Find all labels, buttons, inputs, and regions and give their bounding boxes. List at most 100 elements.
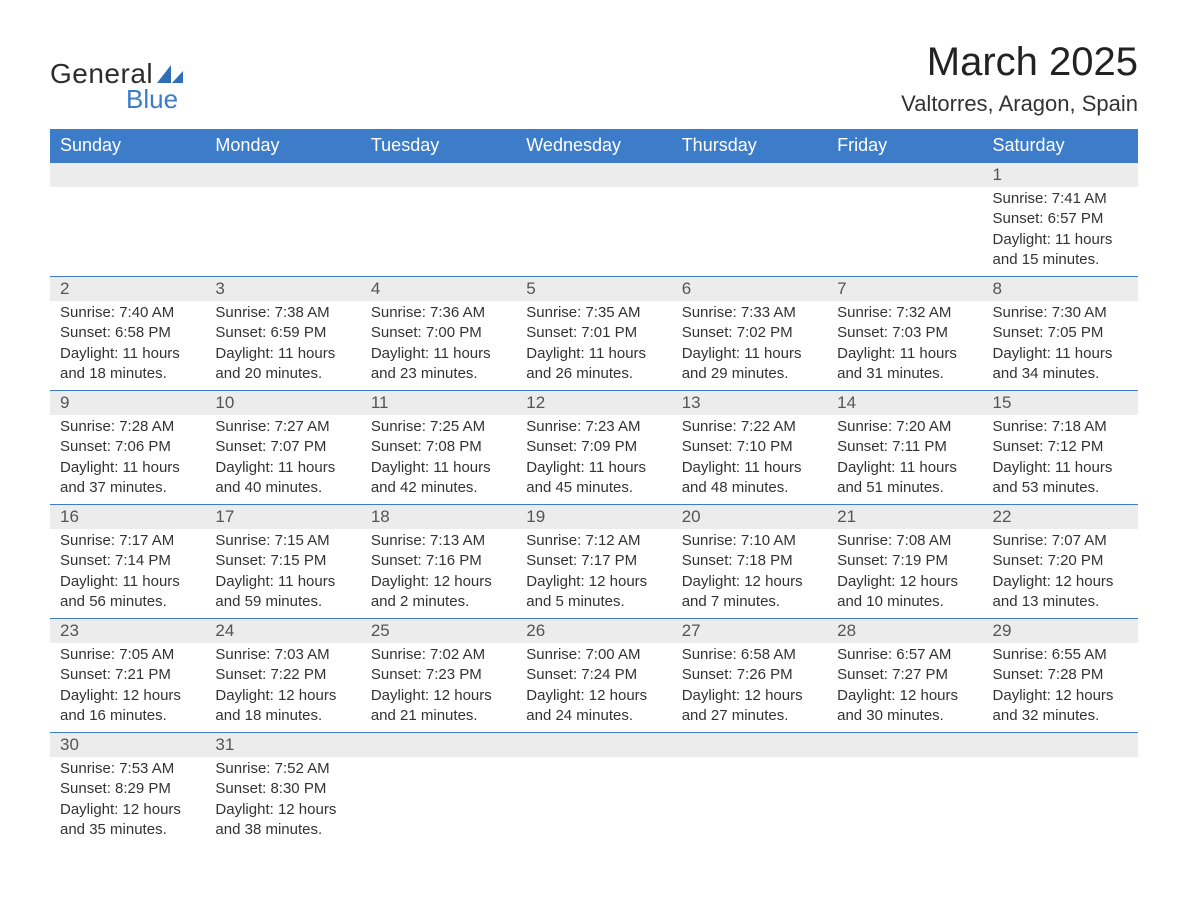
sunrise-line: Sunrise: 7:15 AM [215,532,329,549]
day-number: 9 [50,391,205,415]
sunset-line: Sunset: 7:11 PM [837,438,947,455]
daylight-line: Daylight: 11 hours and 15 minutes. [993,231,1113,268]
sunrise-line: Sunrise: 7:25 AM [371,418,485,435]
sunset-line: Sunset: 7:18 PM [682,552,793,569]
day-number: 22 [983,505,1138,529]
day-body-cell [827,187,982,277]
sunset-line: Sunset: 7:08 PM [371,438,482,455]
sunrise-line: Sunrise: 7:41 AM [993,190,1107,207]
day-body-cell: Sunrise: 7:08 AM Sunset: 7:19 PM Daylight:… [827,529,982,619]
day-number-cell: 17 [205,505,360,530]
day-body-cell: Sunrise: 7:03 AMSunset: 7:22 PMDaylight:… [205,643,360,733]
sunrise-line: Sunrise: 7:17 AM [60,532,174,549]
sunrise-line: Sunrise: 6:57 AM [837,646,951,663]
sunset-line: Sunset: 7:27 PM [837,666,948,683]
sunrise-line: Sunrise: 7:20 AM [837,418,951,435]
week-daynum-row: 23242526272829 [50,619,1138,644]
day-body: Sunrise: 7:03 AMSunset: 7:22 PMDaylight:… [205,643,360,732]
daylight-line: Daylight: 11 hours and 31 minutes. [837,345,957,382]
sunset-line: Sunset: 7:21 PM [60,666,171,683]
sunset-line: Sunset: 6:57 PM [993,210,1104,227]
day-body-cell [361,757,516,846]
day-body [205,187,360,215]
day-number: 28 [827,619,982,643]
daylight-line: Daylight: 11 hours and 34 minutes. [993,345,1113,382]
day-body: Sunrise: 7:30 AMSunset: 7:05 PMDaylight:… [983,301,1138,390]
sunrise-line: Sunrise: 7:02 AM [371,646,485,663]
daylight-line: Daylight: 11 hours and 59 minutes. [215,573,335,610]
day-number: 4 [361,277,516,301]
day-number-cell [983,733,1138,758]
day-number: 10 [205,391,360,415]
sunset-line: Sunset: 7:00 PM [371,324,482,341]
day-number-cell: 21 [827,505,982,530]
day-number-cell: 12 [516,391,671,416]
day-body-cell: Sunrise: 7:27 AMSunset: 7:07 PMDaylight:… [205,415,360,505]
day-body-cell: Sunrise: 7:18 AMSunset: 7:12 PMDaylight:… [983,415,1138,505]
daylight-line: Daylight: 12 hours and 21 minutes. [371,687,492,724]
sunrise-line: Sunrise: 7:27 AM [215,418,329,435]
daylight-line: Daylight: 12 hours and 32 minutes. [993,687,1114,724]
day-body: Sunrise: 7:18 AMSunset: 7:12 PMDaylight:… [983,415,1138,504]
daylight-line: Daylight: 11 hours and 51 minutes. [837,459,957,496]
day-number-cell: 3 [205,277,360,302]
day-number-cell [672,163,827,188]
daylight-line: Daylight: 11 hours and 29 minutes. [682,345,802,382]
sunrise-line: Sunrise: 7:33 AM [682,304,796,321]
day-number [361,733,516,737]
day-body: Sunrise: 7:33 AM Sunset: 7:02 PM Daylight:… [672,301,827,390]
day-number: 15 [983,391,1138,415]
sunrise-line: Sunrise: 7:40 AM [60,304,174,321]
day-body [827,187,982,215]
day-number-cell [516,733,671,758]
day-number-cell [827,733,982,758]
day-header: Wednesday [516,129,671,163]
sunset-line: Sunset: 7:19 PM [837,552,948,569]
day-body-cell [50,187,205,277]
sunset-line: Sunset: 7:02 PM [682,324,793,341]
day-number: 24 [205,619,360,643]
day-header-row: Sunday Monday Tuesday Wednesday Thursday… [50,129,1138,163]
day-body: Sunrise: 7:53 AMSunset: 8:29 PMDaylight:… [50,757,205,846]
day-body: Sunrise: 7:32 AMSunset: 7:03 PMDaylight:… [827,301,982,390]
day-number-cell: 15 [983,391,1138,416]
day-number-cell: 6 [672,277,827,302]
day-body-cell [205,187,360,277]
sunrise-line: Sunrise: 7:08 AM [837,532,951,549]
sunrise-line: Sunrise: 7:18 AM [993,418,1107,435]
week-body-row: Sunrise: 7:41 AM Sunset: 6:57 PM Daylight:… [50,187,1138,277]
sunrise-line: Sunrise: 6:58 AM [682,646,796,663]
sunset-line: Sunset: 8:29 PM [60,780,171,797]
day-number-cell: 28 [827,619,982,644]
day-header: Sunday [50,129,205,163]
day-number [983,733,1138,737]
sunset-line: Sunset: 7:22 PM [215,666,326,683]
day-number: 29 [983,619,1138,643]
sunrise-line: Sunrise: 7:03 AM [215,646,329,663]
day-number [672,163,827,167]
sunset-line: Sunset: 6:59 PM [215,324,326,341]
sunset-line: Sunset: 7:24 PM [526,666,637,683]
daylight-line: Daylight: 12 hours and 10 minutes. [837,573,958,610]
day-body [516,187,671,215]
sunrise-line: Sunrise: 7:12 AM [526,532,640,549]
day-body-cell: Sunrise: 7:00 AMSunset: 7:24 PMDaylight:… [516,643,671,733]
daylight-line: Daylight: 11 hours and 42 minutes. [371,459,491,496]
daylight-line: Daylight: 11 hours and 37 minutes. [60,459,180,496]
sunset-line: Sunset: 7:15 PM [215,552,326,569]
day-number: 6 [672,277,827,301]
week-daynum-row: 16171819202122 [50,505,1138,530]
day-number-cell: 14 [827,391,982,416]
day-number-cell: 29 [983,619,1138,644]
day-body: Sunrise: 7:20 AM Sunset: 7:11 PM Daylight:… [827,415,982,504]
day-number-cell: 23 [50,619,205,644]
day-body: Sunrise: 7:10 AMSunset: 7:18 PMDaylight:… [672,529,827,618]
sunset-line: Sunset: 7:09 PM [526,438,637,455]
sunset-line: Sunset: 7:12 PM [993,438,1104,455]
day-body: Sunrise: 6:58 AMSunset: 7:26 PMDaylight:… [672,643,827,732]
day-body: Sunrise: 7:05 AMSunset: 7:21 PMDaylight:… [50,643,205,732]
sunset-line: Sunset: 7:10 PM [682,438,793,455]
day-body-cell: Sunrise: 7:52 AMSunset: 8:30 PMDaylight:… [205,757,360,846]
day-number: 31 [205,733,360,757]
day-number [827,733,982,737]
